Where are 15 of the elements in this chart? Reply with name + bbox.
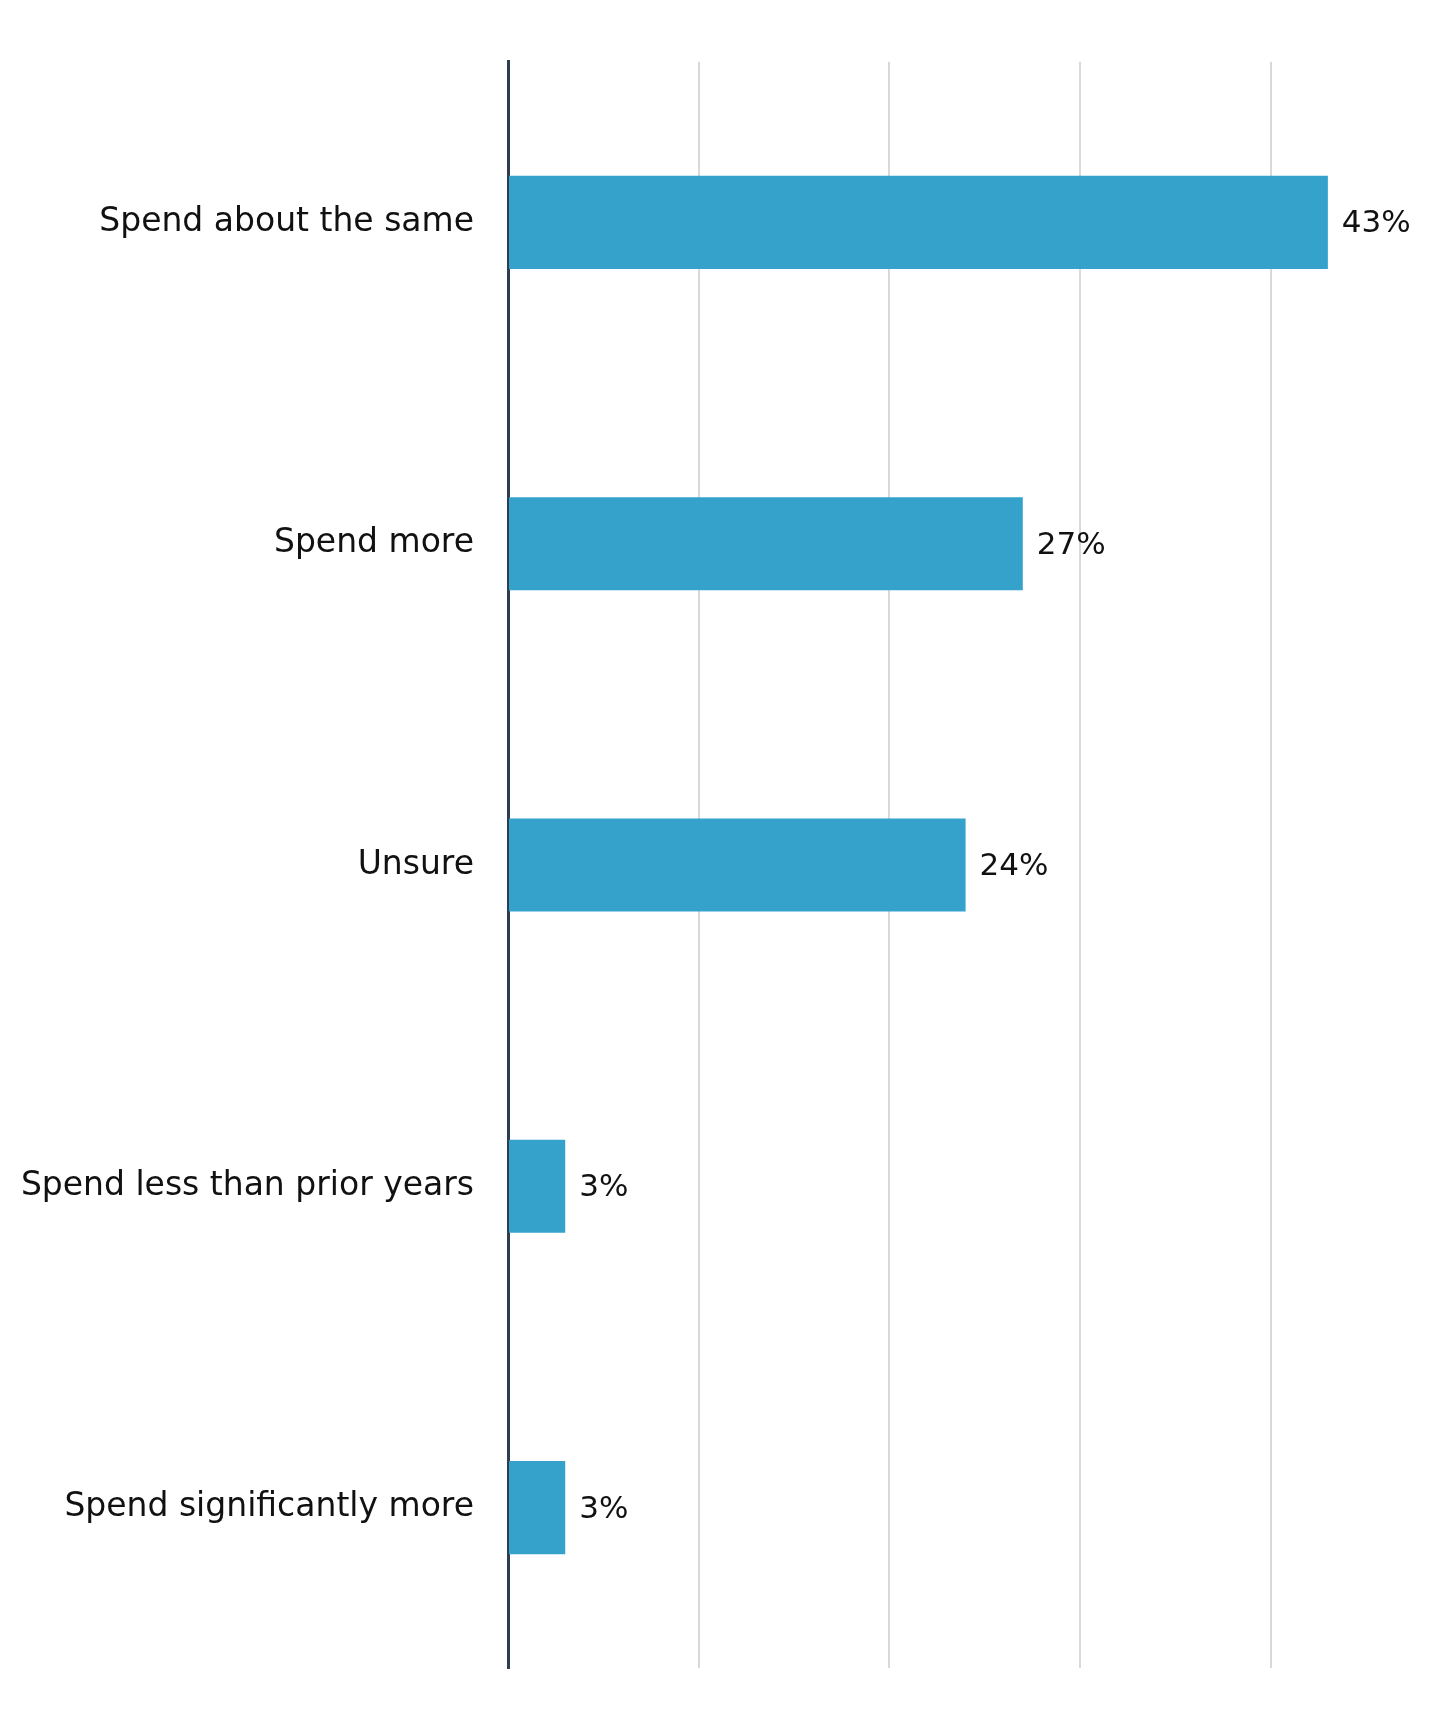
y-tick-label: Unsure: [357, 842, 474, 882]
bar: [509, 818, 966, 912]
bar: [509, 497, 1023, 591]
bar: [509, 1139, 566, 1233]
bar: [509, 175, 1328, 270]
bar: [509, 1460, 566, 1555]
y-tick-label: Spend more: [273, 521, 474, 561]
y-tick-label: Spend about the same: [99, 200, 474, 240]
y-tick-label: Spend less than prior years: [20, 1163, 474, 1203]
y-tick-label: Spend significantly more: [64, 1485, 474, 1525]
data-label: 27%: [1036, 524, 1106, 561]
data-label: 24%: [979, 846, 1049, 883]
data-label: 3%: [579, 1167, 629, 1204]
data-label: 3%: [579, 1488, 629, 1525]
data-label: 43%: [1341, 203, 1411, 240]
